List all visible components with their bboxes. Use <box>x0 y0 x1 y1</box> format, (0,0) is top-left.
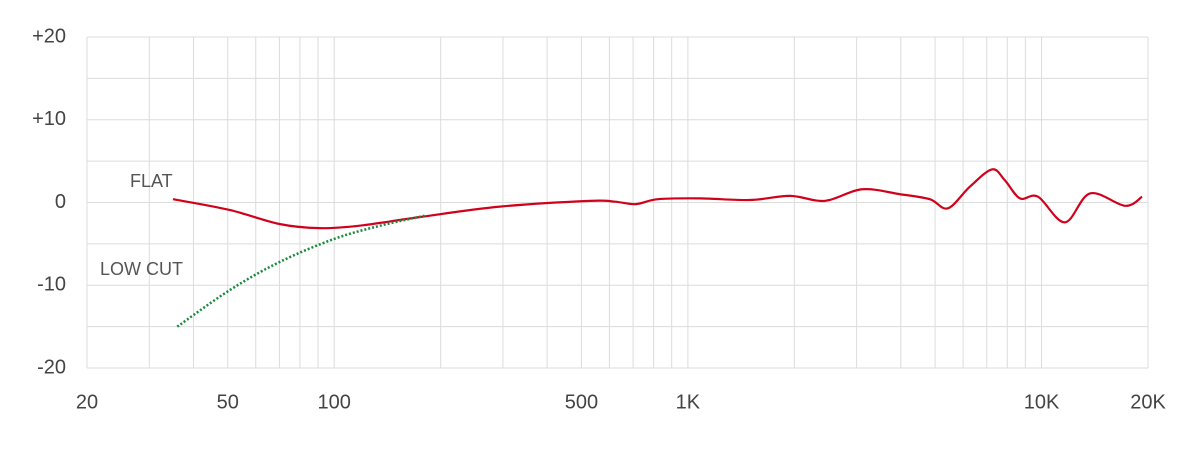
y-tick-label: +10 <box>32 108 66 130</box>
series-label: FLAT <box>130 171 173 191</box>
x-tick-label: 100 <box>318 391 351 413</box>
y-tick-label: +20 <box>32 25 66 47</box>
series-label: LOW CUT <box>100 259 183 279</box>
y-tick-label: 0 <box>55 191 66 213</box>
x-tick-label: 1K <box>676 391 701 413</box>
series-line <box>176 214 425 328</box>
x-tick-label: 20 <box>76 391 98 413</box>
x-tick-label: 50 <box>217 391 239 413</box>
series-line <box>172 168 1143 230</box>
y-tick-label: -20 <box>37 356 66 378</box>
x-tick-label: 20K <box>1130 391 1166 413</box>
x-tick-label: 500 <box>565 391 598 413</box>
y-tick-label: -10 <box>37 274 66 296</box>
x-tick-label: 10K <box>1024 391 1060 413</box>
